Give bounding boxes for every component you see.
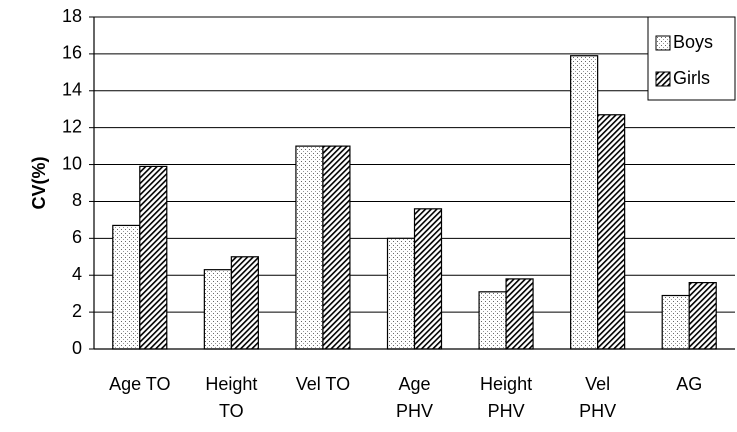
- x-tick-label: Age TO: [109, 374, 170, 394]
- x-tick-label: Vel TO: [296, 374, 350, 394]
- y-tick-label: 16: [62, 43, 82, 63]
- y-tick-label: 2: [72, 301, 82, 321]
- x-tick-label: Vel: [585, 374, 610, 394]
- bar: [570, 55, 599, 350]
- x-tick-label: AG: [676, 374, 702, 394]
- y-tick-label: 18: [62, 6, 82, 26]
- y-tick-label: 4: [72, 264, 82, 284]
- y-tick-label: 14: [62, 80, 82, 100]
- legend-swatch: [655, 35, 671, 51]
- x-tick-label: Age: [398, 374, 430, 394]
- bar: [478, 291, 507, 350]
- x-tick-label: TO: [219, 401, 244, 421]
- legend-swatch: [655, 71, 671, 87]
- legend-label: Girls: [673, 68, 710, 88]
- bar: [661, 294, 690, 350]
- bar: [597, 114, 626, 350]
- x-tick-label: PHV: [579, 401, 616, 421]
- bar: [688, 282, 717, 350]
- bar: [139, 165, 168, 350]
- bar: [322, 145, 351, 350]
- x-tick-label: Height: [205, 374, 257, 394]
- bar: [295, 145, 324, 350]
- bar: [203, 269, 232, 350]
- bar: [230, 256, 259, 350]
- bar: [112, 224, 141, 350]
- y-axis-label: CV(%): [29, 156, 49, 209]
- bar: [386, 237, 416, 350]
- bar: [413, 208, 443, 350]
- y-tick-label: 8: [72, 190, 82, 210]
- y-tick-label: 0: [72, 338, 82, 358]
- y-tick-label: 6: [72, 227, 82, 247]
- x-tick-label: PHV: [396, 401, 433, 421]
- x-tick-label: PHV: [488, 401, 525, 421]
- x-tick-label: Height: [480, 374, 532, 394]
- y-tick-label: 10: [62, 153, 82, 173]
- y-tick-label: 12: [62, 116, 82, 136]
- legend-label: Boys: [673, 32, 713, 52]
- bar: [505, 278, 534, 350]
